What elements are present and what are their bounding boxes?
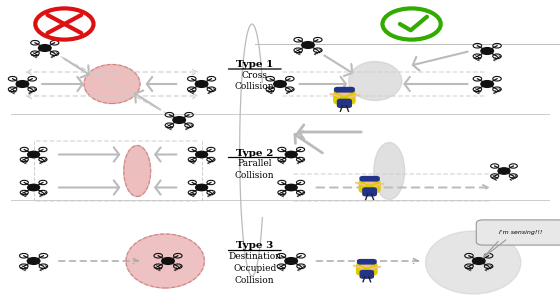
FancyBboxPatch shape bbox=[357, 262, 377, 275]
Ellipse shape bbox=[84, 64, 140, 104]
Circle shape bbox=[27, 258, 40, 264]
Circle shape bbox=[365, 179, 374, 184]
Polygon shape bbox=[483, 240, 506, 258]
Circle shape bbox=[285, 184, 297, 191]
Circle shape bbox=[27, 151, 40, 158]
Circle shape bbox=[473, 258, 485, 264]
Circle shape bbox=[274, 81, 286, 87]
Ellipse shape bbox=[126, 234, 204, 288]
Text: Cross
Collision: Cross Collision bbox=[235, 70, 274, 91]
Ellipse shape bbox=[426, 231, 521, 294]
Ellipse shape bbox=[374, 142, 404, 200]
FancyBboxPatch shape bbox=[363, 188, 376, 196]
FancyBboxPatch shape bbox=[360, 176, 379, 181]
Circle shape bbox=[481, 81, 493, 87]
Ellipse shape bbox=[348, 61, 402, 100]
FancyBboxPatch shape bbox=[338, 99, 351, 107]
Circle shape bbox=[27, 184, 40, 191]
Text: Type 3: Type 3 bbox=[236, 242, 273, 250]
Text: Destination
Occupied
Collision: Destination Occupied Collision bbox=[228, 252, 281, 285]
Circle shape bbox=[285, 258, 297, 264]
Text: Type 1: Type 1 bbox=[236, 60, 273, 69]
Ellipse shape bbox=[124, 146, 151, 196]
Text: I'm sensing!!!: I'm sensing!!! bbox=[499, 230, 543, 235]
Circle shape bbox=[195, 151, 208, 158]
Text: Parallel
Collision: Parallel Collision bbox=[235, 159, 274, 180]
Circle shape bbox=[16, 81, 29, 87]
FancyBboxPatch shape bbox=[357, 260, 376, 264]
Circle shape bbox=[195, 81, 208, 87]
Circle shape bbox=[39, 45, 51, 51]
Circle shape bbox=[339, 90, 349, 95]
FancyBboxPatch shape bbox=[335, 88, 354, 92]
Circle shape bbox=[195, 184, 208, 191]
Circle shape bbox=[162, 258, 174, 264]
FancyBboxPatch shape bbox=[476, 220, 560, 245]
Circle shape bbox=[285, 151, 297, 158]
Text: Type 2: Type 2 bbox=[236, 148, 273, 158]
Circle shape bbox=[173, 117, 185, 123]
FancyBboxPatch shape bbox=[360, 180, 380, 193]
Circle shape bbox=[498, 168, 510, 174]
Circle shape bbox=[481, 48, 493, 54]
FancyBboxPatch shape bbox=[334, 91, 355, 104]
Circle shape bbox=[302, 42, 314, 48]
Circle shape bbox=[362, 262, 371, 267]
FancyBboxPatch shape bbox=[360, 271, 374, 278]
